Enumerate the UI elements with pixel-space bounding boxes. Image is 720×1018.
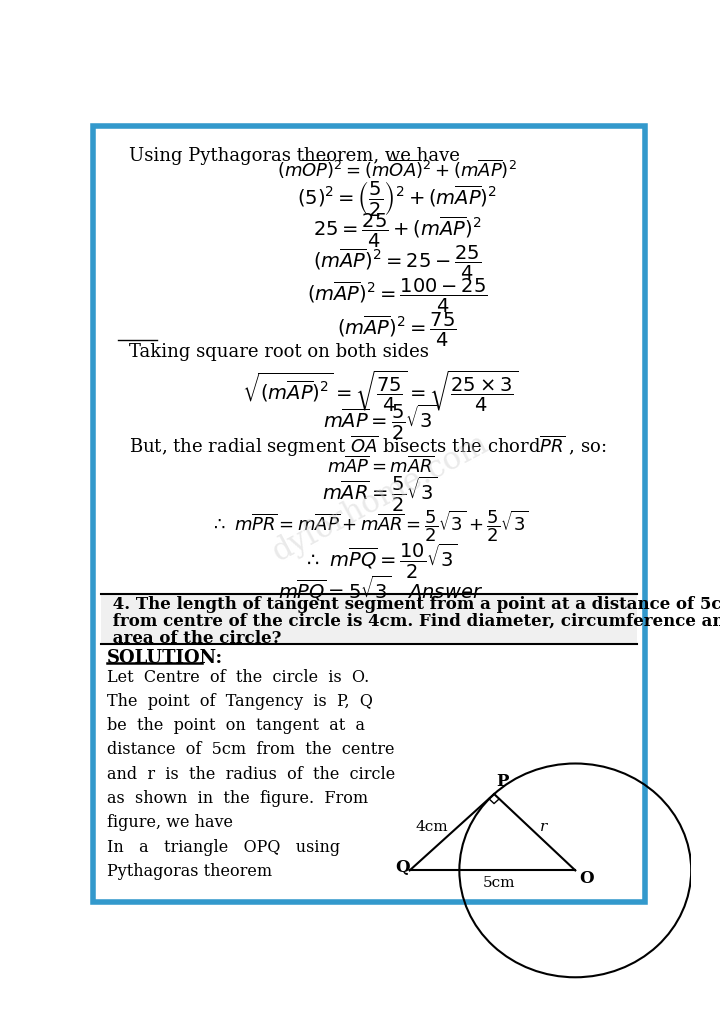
Text: $\sqrt{(m\overline{AP})^2} = \sqrt{\dfrac{75}{4}} = \sqrt{\dfrac{25 \times 3}{4}: $\sqrt{(m\overline{AP})^2} = \sqrt{\dfra… [242,369,518,413]
Text: $(m\overline{OP})^2 = (m\overline{OA})^2 + (m\overline{AP})^2$: $(m\overline{OP})^2 = (m\overline{OA})^2… [277,158,517,181]
Text: In   a   triangle   OPQ   using: In a triangle OPQ using [107,839,340,855]
Text: r: r [540,819,547,834]
Text: dyforhome.com: dyforhome.com [267,429,493,568]
Text: But, the radial segment $\overline{OA}$ bisects the chord$\overline{PR}$ , so:: But, the radial segment $\overline{OA}$ … [129,434,606,459]
Text: O: O [580,869,594,887]
FancyBboxPatch shape [93,126,645,902]
Text: $m\overline{AP} = m\overline{AR}$: $m\overline{AP} = m\overline{AR}$ [327,455,433,476]
Text: Taking square root on both sides: Taking square root on both sides [129,343,429,361]
Text: as  shown  in  the  figure.  From: as shown in the figure. From [107,790,368,807]
Text: $(m\overline{AP})^2 = \dfrac{75}{4}$: $(m\overline{AP})^2 = \dfrac{75}{4}$ [337,312,456,349]
Text: 4cm: 4cm [415,819,448,834]
Text: $m\overline{PQ} = 5\sqrt{3}\quad \mathit{Answer}$: $m\overline{PQ} = 5\sqrt{3}\quad \mathit… [278,573,482,603]
Text: $(5)^2 = \left(\dfrac{5}{2}\right)^2 + (m\overline{AP})^2$: $(5)^2 = \left(\dfrac{5}{2}\right)^2 + (… [297,179,497,219]
Text: $\therefore\ m\overline{PQ} = \dfrac{10}{2}\sqrt{3}$: $\therefore\ m\overline{PQ} = \dfrac{10}… [303,543,457,581]
Text: The  point  of  Tangency  is  P,  Q: The point of Tangency is P, Q [107,693,373,710]
Text: figure, we have: figure, we have [107,814,233,832]
Text: 4. The length of tangent segment from a point at a distance of 5cm: 4. The length of tangent segment from a … [107,596,720,613]
Text: Let  Centre  of  the  circle  is  O.: Let Centre of the circle is O. [107,669,369,685]
Text: Using Pythagoras theorem, we have: Using Pythagoras theorem, we have [129,148,460,165]
Text: $m\overline{AP} = \dfrac{5}{2}\sqrt{3}$: $m\overline{AP} = \dfrac{5}{2}\sqrt{3}$ [323,403,437,442]
Text: Pythagoras theorem: Pythagoras theorem [107,863,272,880]
Text: and  r  is  the  radius  of  the  circle: and r is the radius of the circle [107,766,395,783]
Text: $m\overline{AR} = \dfrac{5}{2}\sqrt{3}$: $m\overline{AR} = \dfrac{5}{2}\sqrt{3}$ [323,474,438,514]
Text: from centre of the circle is 4cm. Find diameter, circumference and: from centre of the circle is 4cm. Find d… [107,613,720,630]
Text: $(m\overline{AP})^2 = \dfrac{100 - 25}{4}$: $(m\overline{AP})^2 = \dfrac{100 - 25}{4… [307,277,487,316]
Text: SOLUTION:: SOLUTION: [107,648,223,667]
Text: $(m\overline{AP})^2 = 25 - \dfrac{25}{4}$: $(m\overline{AP})^2 = 25 - \dfrac{25}{4}… [312,243,481,282]
Text: $25 = \dfrac{25}{4} + (m\overline{AP})^2$: $25 = \dfrac{25}{4} + (m\overline{AP})^2… [312,212,481,249]
Text: distance  of  5cm  from  the  centre: distance of 5cm from the centre [107,741,395,758]
Text: Q: Q [395,859,410,875]
Text: $\therefore\ m\overline{PR} = m\overline{AP} + m\overline{AR} = \dfrac{5}{2}\sqr: $\therefore\ m\overline{PR} = m\overline… [210,509,528,545]
Text: area of the circle?: area of the circle? [107,630,281,647]
FancyBboxPatch shape [101,595,637,642]
Text: 5cm: 5cm [482,876,515,890]
Text: P: P [496,774,508,790]
Text: be  the  point  on  tangent  at  a: be the point on tangent at a [107,717,365,734]
